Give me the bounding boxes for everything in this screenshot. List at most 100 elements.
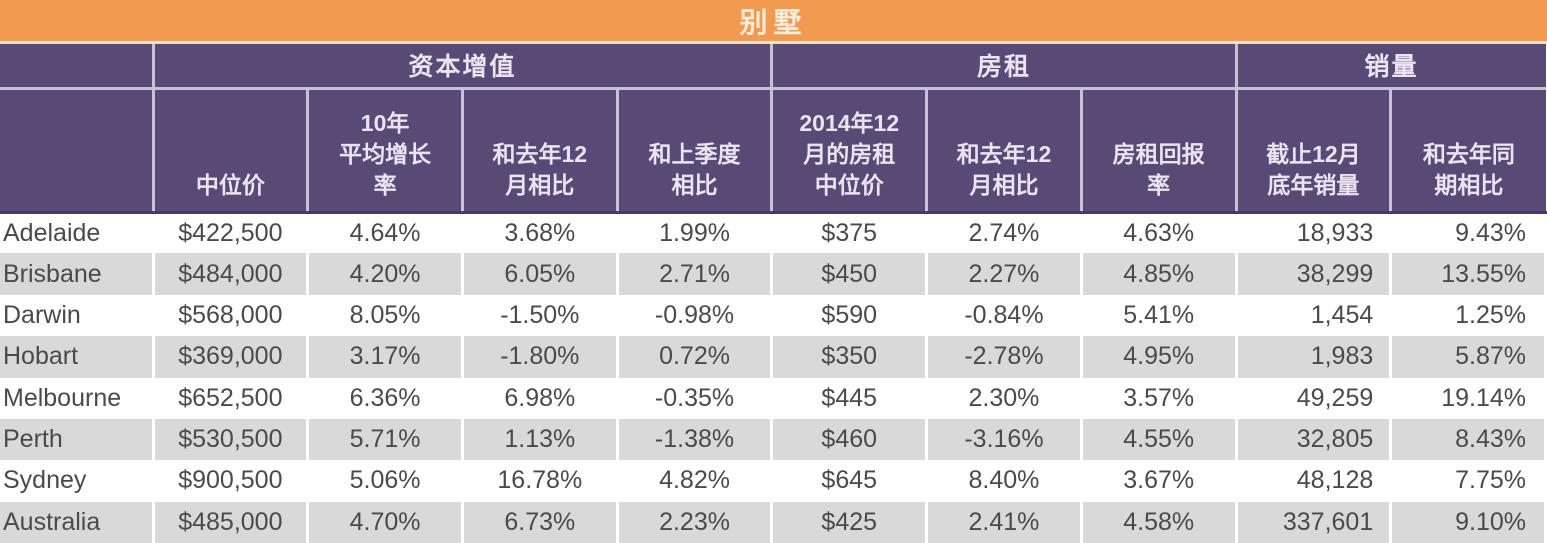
property-stats-table: 资本增值 房租 销量 中位价 10年 平均增长 率和去年12 月相比 和上季度 相比… — [0, 44, 1547, 543]
cell-median-price: $568,000 — [153, 294, 310, 337]
cell-vs-last-quarter: 0.72% — [617, 336, 774, 378]
cell-growth-10yr: 4.20% — [307, 253, 464, 295]
corner-cell-top — [0, 44, 155, 90]
cell-rent-median: $425 — [771, 501, 929, 543]
table-row-sydney: Sydney $900,500 5.06% 16.78% 4.82% $645 8.40% 3… — [0, 460, 1547, 502]
cell-city: Brisbane — [0, 253, 155, 295]
cell-vs-last-dec: 1.13% — [462, 418, 619, 461]
table-row-perth: Perth $530,500 5.71% 1.13% -1.38% $460 -3.16% 4… — [0, 418, 1547, 461]
sub-header-median-price: 中位价 — [153, 88, 310, 214]
cell-rent-yield: 3.67% — [1081, 460, 1238, 502]
cell-growth-10yr: 5.06% — [307, 460, 464, 502]
table-row-darwin: Darwin $568,000 8.05% -1.50% -0.98% $590 -0.84… — [0, 294, 1547, 337]
sub-header-annual-sales: 截止12月 底年销量 — [1236, 88, 1393, 214]
cell-growth-10yr: 3.17% — [307, 336, 464, 378]
cell-rent-vs-last-dec: -2.78% — [926, 336, 1083, 378]
cell-median-price: $900,500 — [153, 460, 310, 502]
cell-rent-vs-last-dec: 2.30% — [926, 377, 1083, 419]
cell-vs-last-quarter: -0.98% — [617, 294, 774, 337]
cell-vs-last-quarter: -1.38% — [617, 418, 774, 461]
cell-city: Sydney — [0, 460, 155, 502]
cell-sales-vs-last-year: 8.43% — [1390, 418, 1547, 461]
cell-vs-last-quarter: 2.23% — [617, 501, 774, 543]
cell-annual-sales: 32,805 — [1236, 418, 1393, 461]
cell-city: Hobart — [0, 336, 155, 378]
cell-rent-yield: 3.57% — [1081, 377, 1238, 419]
sub-header-rent-vs-last-dec: 和去年12 月相比 — [926, 88, 1083, 214]
cell-median-price: $369,000 — [153, 336, 310, 378]
cell-vs-last-dec: 6.98% — [462, 377, 619, 419]
group-header-rent: 房租 — [771, 44, 1238, 90]
sub-header-rent-median: 2014年12 月的房租 中位价 — [771, 88, 929, 214]
sub-header-sales-vs-last-year: 和去年同 期相比 — [1390, 88, 1546, 214]
cell-vs-last-dec: 16.78% — [462, 460, 619, 502]
cell-annual-sales: 1,983 — [1236, 336, 1393, 378]
table-header: 资本增值 房租 销量 中位价 10年 平均增长 率和去年12 月相比 和上季度 相比… — [0, 44, 1546, 214]
cell-rent-median: $645 — [771, 460, 929, 502]
cell-sales-vs-last-year: 19.14% — [1390, 377, 1547, 419]
cell-rent-yield: 4.58% — [1081, 501, 1238, 543]
cell-median-price: $652,500 — [153, 377, 310, 419]
cell-rent-median: $460 — [771, 418, 929, 461]
cell-sales-vs-last-year: 5.87% — [1390, 336, 1547, 378]
cell-rent-vs-last-dec: 2.74% — [926, 212, 1083, 254]
cell-growth-10yr: 5.71% — [307, 418, 464, 461]
cell-growth-10yr: 4.64% — [307, 212, 464, 254]
cell-rent-vs-last-dec: -3.16% — [926, 418, 1083, 461]
sub-header-vs-last-dec: 和去年12 月相比 — [462, 88, 619, 214]
cell-vs-last-dec: 6.73% — [462, 501, 619, 543]
group-header-row: 资本增值 房租 销量 — [0, 44, 1546, 90]
cell-vs-last-dec: 6.05% — [462, 253, 619, 295]
cell-rent-yield: 4.55% — [1081, 418, 1238, 461]
table-row-brisbane: Brisbane $484,000 4.20% 6.05% 2.71% $450 2.27%… — [0, 253, 1547, 295]
cell-rent-vs-last-dec: 8.40% — [926, 460, 1083, 502]
table-title: 别墅 — [739, 6, 808, 38]
cell-sales-vs-last-year: 1.25% — [1390, 294, 1547, 337]
cell-growth-10yr: 8.05% — [307, 294, 464, 337]
cell-vs-last-dec: -1.80% — [462, 336, 619, 378]
cell-sales-vs-last-year: 13.55% — [1390, 253, 1547, 295]
cell-vs-last-dec: -1.50% — [462, 294, 619, 337]
cell-rent-yield: 5.41% — [1081, 294, 1238, 337]
cell-median-price: $485,000 — [153, 501, 310, 543]
cell-sales-vs-last-year: 9.43% — [1390, 212, 1547, 254]
cell-annual-sales: 337,601 — [1236, 501, 1393, 543]
cell-rent-median: $590 — [771, 294, 929, 337]
cell-annual-sales: 49,259 — [1236, 377, 1393, 419]
cell-city: Melbourne — [0, 377, 155, 419]
sub-header-vs-last-quarter: 和上季度 相比 — [617, 88, 774, 214]
cell-rent-median: $450 — [771, 253, 929, 295]
cell-vs-last-quarter: 2.71% — [617, 253, 774, 295]
table-row-melbourne: Melbourne $652,500 6.36% 6.98% -0.35% $445 2.3… — [0, 377, 1547, 419]
cell-rent-median: $375 — [771, 212, 929, 254]
cell-rent-vs-last-dec: 2.27% — [926, 253, 1083, 295]
cell-rent-vs-last-dec: -0.84% — [926, 294, 1083, 337]
cell-city: Perth — [0, 418, 155, 461]
cell-vs-last-dec: 3.68% — [462, 212, 619, 254]
cell-rent-median: $350 — [771, 336, 929, 378]
corner-cell-bottom — [0, 88, 155, 214]
cell-rent-median: $445 — [771, 377, 929, 419]
group-header-capital-growth: 资本增值 — [153, 44, 774, 90]
cell-growth-10yr: 6.36% — [307, 377, 464, 419]
cell-annual-sales: 48,128 — [1236, 460, 1393, 502]
cell-rent-vs-last-dec: 2.41% — [926, 501, 1083, 543]
table-row-hobart: Hobart $369,000 3.17% -1.80% 0.72% $350 -2.78%… — [0, 336, 1547, 378]
cell-median-price: $484,000 — [153, 253, 310, 295]
cell-growth-10yr: 4.70% — [307, 501, 464, 543]
cell-vs-last-quarter: 1.99% — [617, 212, 774, 254]
table-row-australia: Australia $485,000 4.70% 6.73% 2.23% $425 2.41… — [0, 501, 1547, 543]
sub-header-row: 中位价 10年 平均增长 率和去年12 月相比 和上季度 相比 2014年12 月的房… — [0, 88, 1546, 214]
cell-sales-vs-last-year: 9.10% — [1390, 501, 1547, 543]
sub-header-rent-yield: 房租回报 率 — [1081, 88, 1238, 214]
cell-rent-yield: 4.85% — [1081, 253, 1238, 295]
cell-annual-sales: 1,454 — [1236, 294, 1393, 337]
cell-rent-yield: 4.95% — [1081, 336, 1238, 378]
cell-vs-last-quarter: 4.82% — [617, 460, 774, 502]
cell-sales-vs-last-year: 7.75% — [1390, 460, 1547, 502]
cell-annual-sales: 38,299 — [1236, 253, 1393, 295]
cell-vs-last-quarter: -0.35% — [617, 377, 774, 419]
cell-city: Darwin — [0, 294, 155, 337]
sub-header-growth-10yr: 10年 平均增长 率 — [307, 88, 464, 214]
